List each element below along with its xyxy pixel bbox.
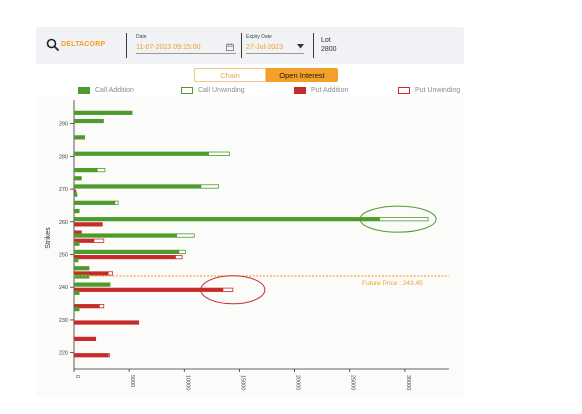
put-addition-bar[interactable] — [74, 287, 223, 292]
call-addition-bar[interactable] — [74, 192, 78, 197]
call-addition-bar[interactable] — [74, 168, 98, 173]
toolbar-divider — [126, 33, 127, 58]
x-tick-label: 30000 — [405, 375, 411, 390]
call-unwinding-bar[interactable] — [176, 233, 195, 238]
legend-swatch — [294, 87, 306, 94]
put-addition-bar[interactable] — [74, 230, 82, 235]
call-addition-bar[interactable] — [74, 208, 80, 214]
y-tick-label: 250 — [59, 252, 68, 258]
lot-label: Lot — [321, 37, 331, 44]
expiry-select-underline — [246, 53, 304, 54]
date-input-underline — [136, 53, 236, 54]
view-tabs: Chain Open Interest — [194, 68, 338, 82]
put-addition-bar[interactable] — [74, 238, 94, 243]
x-tick-label: 20000 — [295, 375, 301, 390]
put-addition-bar[interactable] — [74, 222, 103, 227]
x-tick-label: 25000 — [350, 375, 356, 390]
tab-chain[interactable]: Chain — [194, 68, 266, 82]
chart-legend: Call Addition Call Unwinding Put Additio… — [78, 87, 468, 97]
call-addition-bar[interactable] — [74, 176, 82, 181]
call-addition-bar[interactable] — [74, 307, 80, 312]
legend-label: Put Unwinding — [415, 87, 461, 94]
y-tick-label: 270 — [59, 187, 68, 193]
y-tick-label: 220 — [59, 351, 68, 357]
toolbar: DELTACORP Date 11-07-2023 09:15:00 Expir… — [36, 27, 464, 64]
y-tick-label: 230 — [59, 318, 68, 324]
call-addition-bar[interactable] — [74, 257, 79, 263]
call-addition-bar[interactable] — [74, 233, 177, 238]
date-label: Date — [136, 34, 147, 40]
call-addition-bar[interactable] — [74, 241, 80, 246]
call-addition-bar[interactable] — [74, 217, 380, 222]
y-axis-label: Strikes — [45, 227, 52, 249]
call-addition-bar[interactable] — [74, 200, 115, 205]
toolbar-divider — [313, 33, 314, 58]
y-tick-label: 260 — [59, 220, 68, 226]
call-addition-bar[interactable] — [74, 249, 179, 254]
call-addition-bar[interactable] — [74, 282, 111, 287]
calendar-icon[interactable] — [226, 43, 234, 51]
call-unwinding-bar[interactable] — [208, 151, 230, 156]
put-addition-bar[interactable] — [74, 320, 140, 325]
highlight-ellipse — [200, 275, 266, 305]
call-unwinding-bar[interactable] — [96, 168, 106, 173]
legend-label: Put Addition — [311, 87, 349, 94]
toolbar-divider — [241, 33, 242, 58]
put-unwinding-bar[interactable] — [107, 353, 110, 358]
put-addition-bar[interactable] — [74, 304, 100, 309]
legend-swatch — [398, 87, 410, 94]
lot-value: 2800 — [321, 46, 337, 53]
call-unwinding-bar[interactable] — [379, 217, 429, 222]
call-addition-bar[interactable] — [74, 290, 80, 295]
put-unwinding-bar[interactable] — [107, 271, 114, 276]
put-addition-bar[interactable] — [74, 189, 77, 194]
put-addition-bar[interactable] — [74, 271, 109, 276]
expiry-label: Expiry Date — [246, 34, 272, 40]
legend-put-unwinding[interactable]: Put Unwinding — [398, 87, 460, 94]
put-unwinding-bar[interactable] — [98, 304, 105, 309]
x-tick-label: 5000 — [129, 375, 135, 387]
put-addition-bar[interactable] — [74, 336, 97, 341]
legend-put-addition[interactable]: Put Addition — [294, 87, 348, 94]
date-input[interactable]: 11-07-2023 09:15:00 — [136, 44, 201, 51]
put-unwinding-bar[interactable] — [175, 254, 183, 260]
x-tick-label: 10000 — [184, 375, 190, 390]
legend-call-unwinding[interactable]: Call Unwinding — [181, 87, 245, 94]
put-unwinding-bar[interactable] — [93, 238, 105, 243]
put-addition-bar[interactable] — [74, 353, 109, 358]
call-addition-bar[interactable] — [74, 135, 86, 140]
y-tick-label: 280 — [59, 154, 68, 160]
put-addition-bar[interactable] — [74, 254, 176, 260]
chart-background — [36, 97, 464, 397]
search-icon[interactable] — [46, 38, 60, 52]
tab-open-interest[interactable]: Open Interest — [266, 68, 338, 82]
legend-label: Call Unwinding — [198, 87, 245, 94]
y-tick-label: 240 — [59, 285, 68, 291]
y-tick-label: 290 — [59, 122, 68, 128]
legend-call-addition[interactable]: Call Addition — [78, 87, 134, 94]
call-addition-bar[interactable] — [74, 151, 209, 156]
expiry-select[interactable]: 27-Jul-2023 — [246, 44, 283, 51]
call-unwinding-bar[interactable] — [200, 184, 219, 189]
x-tick-label: 0 — [74, 375, 80, 378]
legend-label: Call Addition — [95, 87, 134, 94]
call-addition-bar[interactable] — [74, 118, 104, 124]
legend-swatch — [78, 87, 90, 94]
legend-swatch — [181, 87, 193, 94]
x-tick-label: 15000 — [239, 375, 245, 390]
call-unwinding-bar[interactable] — [178, 249, 186, 254]
call-addition-bar[interactable] — [74, 266, 90, 271]
call-addition-bar[interactable] — [74, 110, 133, 115]
chevron-down-icon[interactable] — [297, 44, 304, 49]
highlight-ellipse — [359, 205, 437, 233]
future-price-label: Future Price : 243.45 — [362, 280, 423, 287]
symbol-search-input[interactable]: DELTACORP — [61, 41, 106, 48]
put-unwinding-bar[interactable] — [222, 287, 234, 292]
call-addition-bar[interactable] — [74, 184, 201, 189]
call-unwinding-bar[interactable] — [114, 200, 119, 205]
